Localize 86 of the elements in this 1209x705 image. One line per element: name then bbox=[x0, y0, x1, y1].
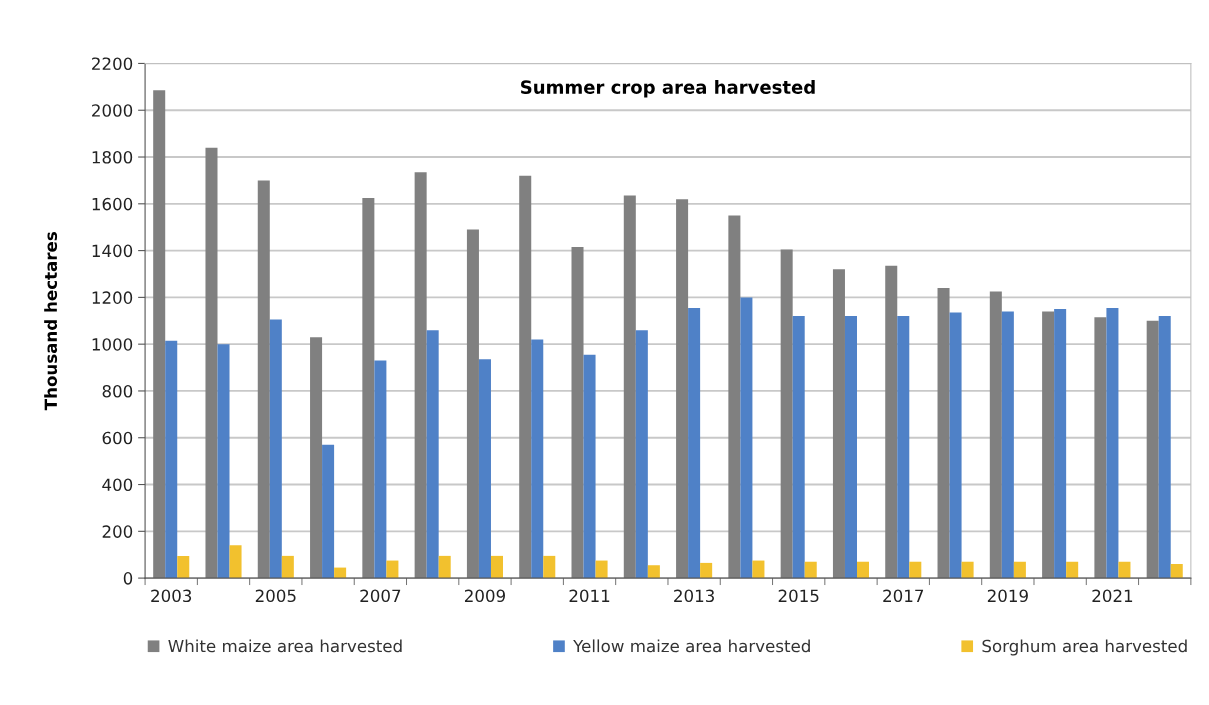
bar bbox=[961, 561, 974, 579]
x-tick-label: 2015 bbox=[778, 589, 819, 603]
y-tick-label: 2200 bbox=[92, 57, 133, 71]
bar bbox=[519, 175, 532, 579]
bar bbox=[1106, 307, 1119, 579]
bar bbox=[583, 354, 596, 579]
bar bbox=[832, 269, 845, 579]
x-tick-label: 2019 bbox=[987, 589, 1028, 603]
x-tick-label: 2007 bbox=[360, 589, 401, 603]
bar bbox=[165, 340, 178, 579]
bar bbox=[269, 319, 282, 579]
x-tick-label: 2021 bbox=[1092, 589, 1133, 603]
bar bbox=[688, 307, 701, 579]
bar bbox=[177, 555, 190, 579]
bar bbox=[989, 291, 1002, 579]
bar bbox=[1146, 320, 1159, 579]
bar bbox=[1158, 316, 1171, 579]
y-tick-label: 2000 bbox=[92, 104, 133, 117]
bar bbox=[543, 555, 556, 579]
bar bbox=[1118, 561, 1131, 579]
bar bbox=[700, 562, 713, 579]
legend-label: White maize area harvested bbox=[168, 639, 402, 653]
y-axis-title: Thousand hectares bbox=[44, 232, 58, 411]
bar bbox=[728, 215, 741, 579]
bar bbox=[1001, 311, 1014, 579]
bar bbox=[740, 297, 753, 579]
y-tick-label: 1400 bbox=[92, 244, 133, 258]
bar bbox=[1066, 561, 1079, 579]
bar bbox=[531, 339, 544, 579]
y-tick-label: 200 bbox=[102, 525, 133, 538]
bar bbox=[844, 316, 857, 579]
bar bbox=[1094, 317, 1107, 579]
bar bbox=[571, 247, 584, 579]
bar bbox=[909, 561, 922, 579]
bar bbox=[1054, 309, 1067, 579]
y-tick-label: 1800 bbox=[92, 150, 133, 164]
bar bbox=[647, 565, 660, 579]
bar bbox=[949, 312, 962, 579]
bar bbox=[1042, 311, 1055, 579]
bar bbox=[792, 316, 805, 579]
bar bbox=[937, 288, 950, 579]
bar bbox=[362, 197, 375, 579]
y-tick-label: 1600 bbox=[92, 197, 133, 211]
bar bbox=[281, 555, 294, 579]
bar bbox=[490, 555, 503, 579]
bar bbox=[780, 249, 793, 579]
y-tick-label: 1000 bbox=[92, 338, 133, 351]
bar bbox=[1013, 561, 1026, 579]
x-tick-label: 2011 bbox=[569, 589, 610, 603]
bar bbox=[676, 199, 689, 579]
bar bbox=[414, 172, 427, 579]
y-tick-label: 1200 bbox=[92, 291, 133, 304]
bar bbox=[386, 560, 399, 579]
bar bbox=[205, 147, 218, 579]
bar bbox=[623, 195, 636, 579]
bar bbox=[752, 560, 765, 579]
x-tick-label: 2013 bbox=[674, 589, 714, 603]
bar bbox=[857, 561, 870, 579]
bar bbox=[466, 229, 479, 579]
y-tick-label: 400 bbox=[102, 478, 133, 492]
x-tick-label: 2003 bbox=[151, 589, 192, 603]
bar bbox=[1170, 564, 1183, 579]
legend-label: Sorghum area harvested bbox=[982, 639, 1187, 656]
y-tick-label: 800 bbox=[102, 384, 133, 398]
x-tick-label: 2005 bbox=[255, 589, 296, 603]
bar bbox=[438, 555, 451, 579]
bar bbox=[426, 330, 439, 579]
bar bbox=[217, 344, 230, 579]
bar bbox=[595, 560, 608, 579]
bar bbox=[804, 561, 817, 579]
bar bbox=[897, 316, 910, 579]
bar bbox=[310, 337, 323, 579]
text: Summer crop area harvested bbox=[521, 80, 815, 98]
bar bbox=[153, 90, 166, 579]
bar bbox=[478, 359, 491, 579]
bar bbox=[257, 180, 270, 579]
bar bbox=[374, 360, 387, 579]
bar bbox=[885, 265, 898, 579]
x-tick-label: 2017 bbox=[883, 589, 924, 603]
y-tick-label: 600 bbox=[102, 431, 133, 445]
bar bbox=[635, 330, 648, 579]
bar bbox=[229, 545, 242, 579]
bar bbox=[322, 444, 335, 579]
legend-label: Yellow maize area harvested bbox=[573, 639, 810, 653]
y-tick-label: 0 bbox=[123, 572, 133, 585]
x-tick-label: 2009 bbox=[464, 589, 505, 603]
